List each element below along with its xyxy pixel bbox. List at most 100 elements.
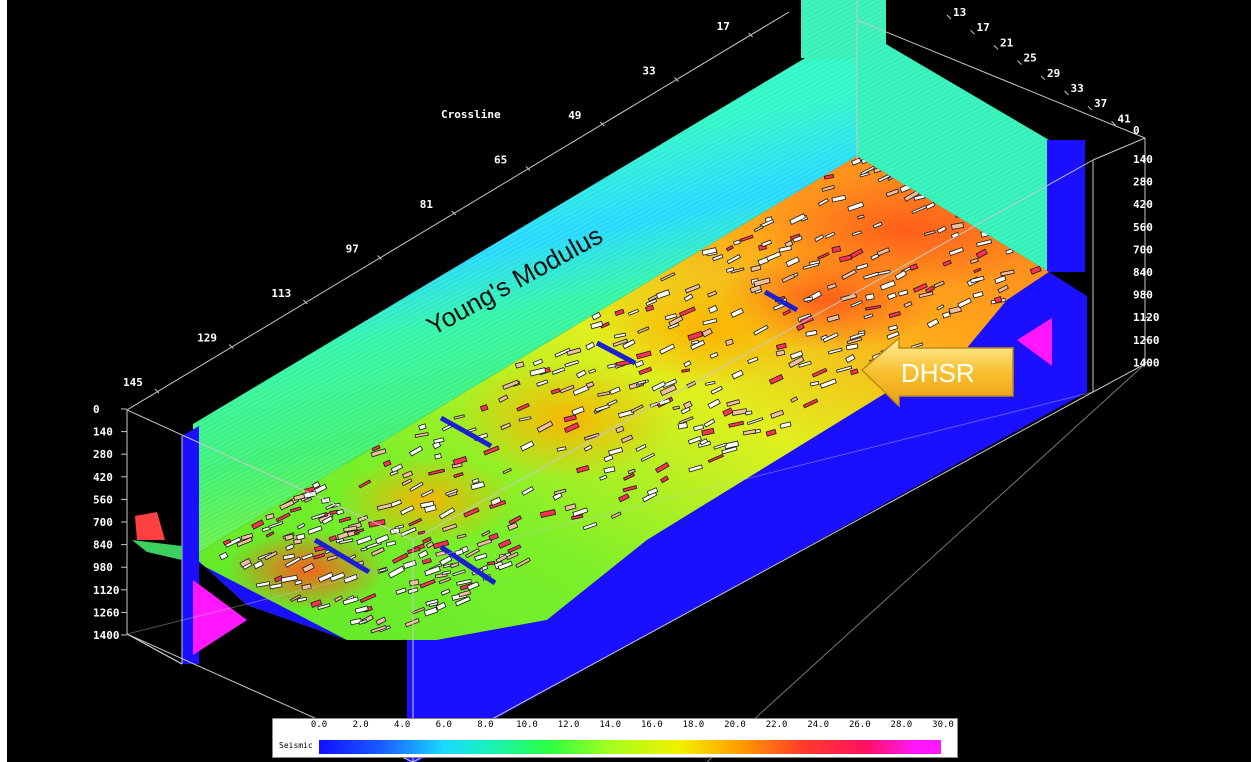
fracture-marker — [385, 540, 397, 547]
fracture-marker — [744, 410, 753, 416]
fracture-marker — [841, 268, 857, 280]
fracture-marker — [826, 314, 840, 323]
fracture-marker — [539, 509, 557, 518]
fracture-marker — [591, 311, 602, 321]
fracture-marker — [950, 222, 965, 230]
depth-left-tick-1120: 1120 — [93, 584, 120, 597]
fracture-marker — [790, 396, 799, 403]
fracture-marker — [418, 423, 427, 431]
fracture-marker — [972, 291, 984, 299]
fracture-marker — [817, 252, 830, 260]
fracture-marker — [1104, 220, 1116, 228]
fracture-marker — [553, 488, 567, 496]
fracture-marker — [638, 366, 653, 376]
fracture-marker — [556, 446, 567, 452]
fracture-marker — [349, 618, 362, 626]
fracture-marker — [603, 466, 616, 474]
fracture-marker — [285, 543, 295, 551]
fracture-marker — [925, 201, 936, 210]
fracture-marker — [798, 360, 812, 368]
fracture-marker — [343, 573, 358, 584]
fracture-marker — [831, 194, 847, 203]
fracture-marker — [942, 259, 952, 267]
fracture-marker — [311, 512, 326, 520]
inline-tick-21: 21 — [1000, 36, 1014, 49]
fracture-marker — [536, 420, 554, 433]
fracture-marker — [845, 343, 859, 351]
fracture-marker — [463, 507, 480, 518]
fracture-marker — [693, 424, 705, 432]
fracture-marker — [474, 552, 488, 562]
fracture-marker — [417, 530, 426, 535]
colorbar-tick: 18.0 — [682, 720, 705, 730]
depth-right-tick-280: 280 — [1133, 176, 1153, 189]
fracture-marker — [390, 463, 404, 473]
inline-tick-17: 17 — [977, 21, 990, 34]
fracture-marker — [445, 488, 458, 496]
fracture-marker — [664, 313, 678, 321]
fracture-marker — [683, 293, 694, 302]
fracture-marker — [236, 536, 253, 548]
fracture-marker — [683, 400, 693, 410]
fracture-marker — [613, 332, 627, 339]
fracture-marker — [273, 575, 284, 583]
fracture-marker — [805, 329, 818, 337]
fracture-marker — [529, 367, 547, 377]
axis-tick — [674, 77, 679, 82]
colorbar-tick: 6.0 — [435, 720, 452, 730]
crossline-axis: 145 129 113 97 81 65 49 33 17 — [123, 20, 753, 394]
fracture-marker — [483, 445, 500, 456]
fracture-marker — [788, 355, 805, 369]
fracture-marker — [863, 271, 880, 280]
fracture-marker — [838, 254, 853, 263]
fracture-marker — [336, 531, 350, 541]
fracture-marker — [441, 570, 451, 576]
inline-tick-37: 37 — [1094, 97, 1107, 110]
fracture-marker — [824, 231, 836, 239]
axis-tick — [1111, 121, 1116, 126]
colorbar-tick: 28.0 — [890, 720, 913, 730]
fracture-marker — [395, 587, 407, 595]
fracture-marker — [588, 368, 597, 374]
fracture-marker — [768, 374, 784, 385]
fracture-marker — [255, 581, 271, 588]
fracture-marker-high — [464, 219, 478, 254]
depth-left-tick-840: 840 — [93, 539, 113, 552]
fracture-marker — [408, 517, 423, 527]
fracture-marker — [725, 244, 734, 252]
inline-tick-33: 33 — [1071, 82, 1084, 95]
fracture-marker — [948, 246, 964, 256]
colorbar-tick: 24.0 — [807, 720, 830, 730]
fracture-marker — [644, 304, 655, 312]
fracture-marker — [865, 293, 875, 301]
fracture-marker — [681, 368, 691, 373]
fracture-marker — [466, 581, 480, 591]
fracture-marker — [218, 551, 229, 561]
fracture-marker — [747, 356, 759, 364]
fracture-marker — [310, 599, 323, 608]
axis-tick — [993, 45, 999, 50]
fracture-marker — [360, 547, 368, 552]
fracture-marker — [894, 270, 908, 281]
fracture-marker — [265, 512, 275, 521]
fracture-marker — [452, 455, 468, 466]
fracture-marker — [860, 165, 876, 176]
axis-tick — [303, 299, 308, 305]
fracture-marker — [615, 425, 625, 434]
fracture-marker — [440, 588, 451, 596]
fracture-marker — [836, 365, 853, 373]
fracture-marker — [821, 184, 835, 192]
depth-left-tick-140: 140 — [93, 426, 113, 439]
fracture-marker — [508, 515, 522, 525]
3d-volume-view[interactable]: 145 129 113 97 81 65 49 33 17 13 17 21 25 29 33 37 41 0… — [7, 0, 1251, 762]
fracture-marker — [753, 324, 769, 336]
fracture-marker — [627, 308, 640, 316]
volume-canvas[interactable]: 145 129 113 97 81 65 49 33 17 13 17 21 25 29 33 37 41 0… — [7, 0, 1251, 762]
fracture-marker — [957, 297, 972, 309]
fracture-marker — [594, 404, 610, 413]
fracture-marker — [428, 468, 446, 476]
fracture-marker — [850, 300, 863, 308]
axis-tick — [1040, 75, 1046, 81]
